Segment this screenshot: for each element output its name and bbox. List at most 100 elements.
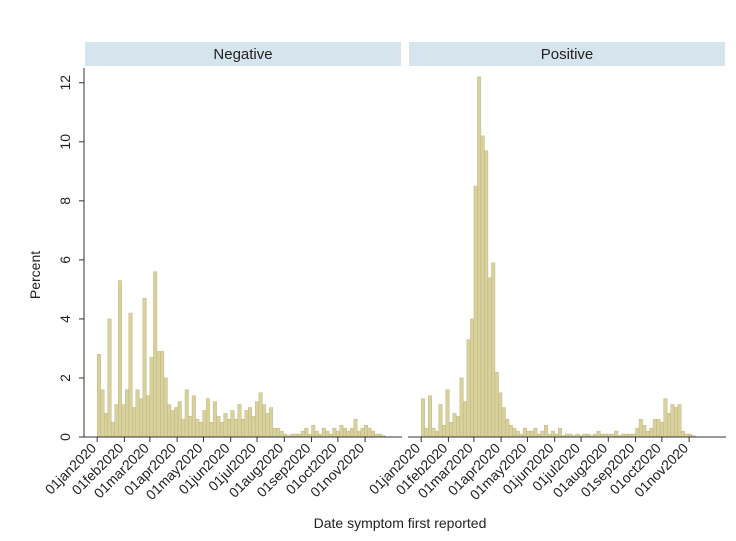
bar bbox=[279, 430, 284, 438]
bar bbox=[505, 419, 510, 438]
bar bbox=[255, 401, 260, 438]
bar bbox=[522, 427, 527, 438]
bar bbox=[540, 430, 545, 438]
bar bbox=[371, 430, 375, 438]
bar bbox=[445, 389, 450, 438]
bar bbox=[666, 413, 671, 438]
bar bbox=[195, 419, 200, 438]
bar bbox=[191, 395, 196, 438]
bar bbox=[558, 427, 562, 438]
y-tick-label: 6 bbox=[57, 256, 73, 264]
bar bbox=[153, 271, 158, 438]
bar bbox=[219, 422, 224, 438]
bar bbox=[181, 419, 186, 438]
y-tick-label: 0 bbox=[57, 433, 73, 441]
bar bbox=[104, 413, 108, 438]
bar bbox=[188, 416, 193, 438]
y-tick-label: 12 bbox=[57, 75, 73, 91]
bar bbox=[494, 371, 499, 438]
bar bbox=[335, 430, 340, 438]
bar bbox=[160, 351, 165, 438]
bar bbox=[442, 424, 446, 438]
bar bbox=[364, 424, 368, 438]
bar bbox=[677, 404, 682, 438]
panel-header bbox=[85, 42, 401, 66]
bar bbox=[420, 398, 425, 438]
bar bbox=[262, 404, 267, 438]
bar bbox=[156, 351, 161, 438]
bar bbox=[428, 395, 432, 438]
bar bbox=[223, 413, 228, 438]
bar bbox=[314, 430, 319, 438]
bar bbox=[473, 185, 478, 438]
bar bbox=[304, 427, 309, 438]
bar bbox=[230, 410, 235, 438]
bar bbox=[174, 407, 179, 438]
bar bbox=[449, 422, 454, 438]
bar bbox=[198, 422, 203, 438]
bar bbox=[184, 389, 189, 438]
bar bbox=[526, 430, 531, 438]
bar bbox=[638, 419, 643, 438]
y-tick-label: 10 bbox=[57, 134, 73, 150]
bar bbox=[673, 407, 678, 438]
bar bbox=[515, 430, 520, 438]
bar bbox=[121, 404, 126, 438]
bar bbox=[339, 424, 344, 438]
bar bbox=[533, 427, 538, 438]
bar bbox=[272, 427, 277, 438]
bar bbox=[456, 416, 461, 438]
y-axis-title: Percent bbox=[27, 251, 43, 299]
bar bbox=[498, 392, 503, 438]
bar bbox=[202, 410, 207, 438]
bar bbox=[367, 427, 372, 438]
bar bbox=[205, 398, 210, 438]
bar bbox=[424, 427, 429, 438]
bar bbox=[269, 407, 274, 438]
bar bbox=[356, 430, 361, 438]
bar bbox=[452, 413, 457, 438]
bar bbox=[128, 312, 133, 438]
bar bbox=[642, 424, 647, 438]
bar bbox=[349, 427, 354, 438]
bar bbox=[463, 401, 468, 438]
bar bbox=[216, 416, 221, 438]
panel-title: Positive bbox=[541, 46, 594, 63]
x-axis-title: Date symptom first reported bbox=[314, 515, 487, 531]
bar bbox=[656, 419, 661, 438]
bar bbox=[466, 339, 471, 438]
bar bbox=[125, 389, 130, 438]
bar bbox=[170, 410, 175, 438]
bar bbox=[248, 407, 252, 438]
y-tick-label: 8 bbox=[57, 197, 73, 205]
bar bbox=[508, 424, 513, 438]
bar bbox=[663, 398, 668, 438]
bar bbox=[325, 430, 330, 438]
bar bbox=[346, 430, 351, 438]
bar bbox=[226, 419, 231, 438]
bar bbox=[237, 404, 242, 438]
bar bbox=[265, 413, 270, 438]
bar bbox=[596, 430, 601, 438]
bar bbox=[177, 401, 182, 438]
bar bbox=[139, 398, 144, 438]
bar bbox=[276, 427, 281, 438]
panel-header bbox=[409, 42, 725, 66]
bar bbox=[212, 401, 217, 438]
bar bbox=[635, 427, 640, 438]
bar bbox=[512, 427, 517, 438]
bar bbox=[680, 430, 685, 438]
bar bbox=[100, 389, 105, 438]
bar bbox=[111, 422, 115, 438]
bar bbox=[96, 354, 101, 438]
bar bbox=[645, 430, 650, 438]
bar bbox=[543, 424, 548, 438]
bar bbox=[146, 395, 151, 438]
bar bbox=[142, 298, 147, 438]
bar bbox=[470, 318, 475, 438]
bar bbox=[311, 424, 316, 438]
bar bbox=[167, 404, 172, 438]
bar bbox=[332, 427, 337, 438]
bar bbox=[614, 430, 619, 438]
bar bbox=[360, 427, 365, 438]
